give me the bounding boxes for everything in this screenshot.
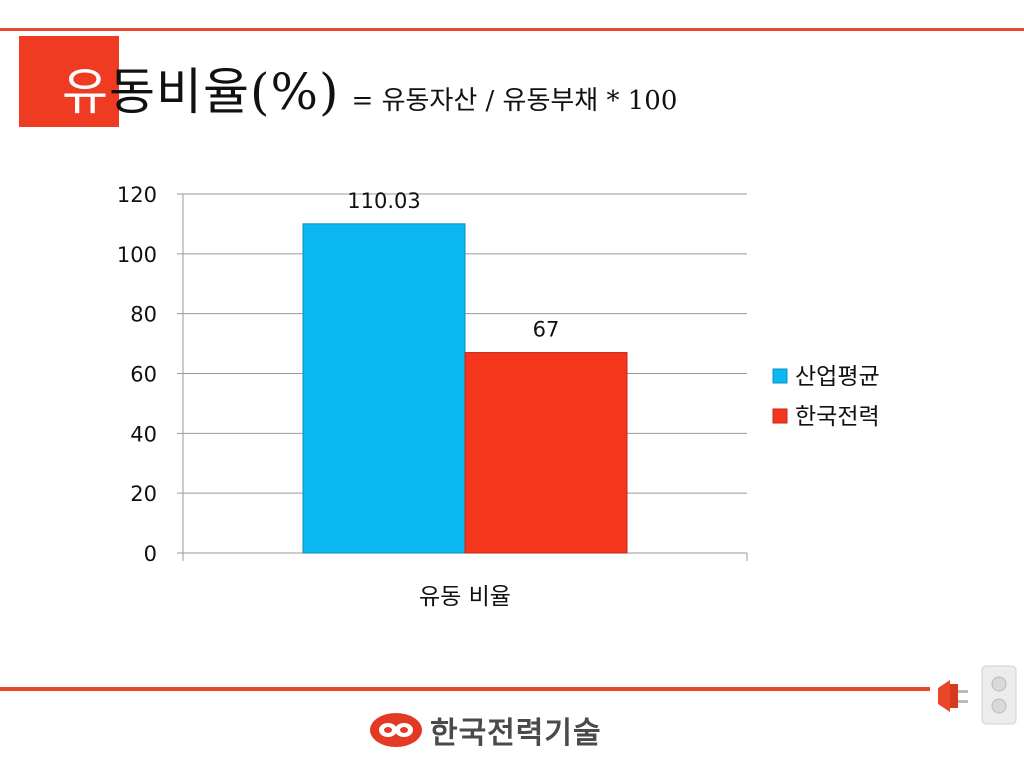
slide-title: 유동비율(%) = 유동자산 / 유동부채 * 100: [62, 52, 677, 124]
plug-icon: [938, 665, 1017, 725]
bar-industry-average: [302, 223, 466, 554]
company-logo-icon: [370, 713, 422, 747]
title-formula: = 유동자산 / 유동부채 * 100: [351, 86, 678, 116]
title-first-char: 유: [62, 63, 109, 121]
y-tick-label: 100: [117, 243, 157, 267]
top-divider: [0, 28, 1024, 31]
legend-label-industry-average: 산업평균: [795, 364, 880, 390]
category-label: 유동 비율: [419, 584, 511, 610]
data-label-industry-average: 110.03: [347, 189, 420, 213]
data-labels: 110.03 67: [347, 189, 559, 342]
bars: [302, 223, 628, 554]
legend-swatch-industry-average: [772, 368, 788, 384]
legend: 산업평균 한국전력: [772, 364, 880, 430]
bar-kepco: [464, 352, 628, 554]
bottom-divider: [0, 687, 930, 691]
y-tick-label: 60: [130, 363, 157, 387]
data-label-kepco: 67: [533, 318, 560, 342]
y-tick-label: 20: [130, 482, 157, 506]
company-logo: 한국전력기술: [368, 708, 602, 752]
y-tick-label: 80: [130, 303, 157, 327]
y-tick-label: 0: [144, 542, 157, 566]
y-tick-label: 40: [130, 422, 157, 446]
outlet-icon: [981, 665, 1017, 725]
y-tick-labels: 0 20 40 60 80 100 120: [117, 183, 157, 566]
title-rest: 동비율(%): [109, 63, 340, 121]
y-tick-label: 120: [117, 183, 157, 207]
company-logo-text: 한국전력기술: [430, 716, 602, 751]
legend-label-kepco: 한국전력: [795, 404, 880, 430]
title-accent-box: [19, 36, 119, 127]
legend-swatch-kepco: [772, 408, 788, 424]
